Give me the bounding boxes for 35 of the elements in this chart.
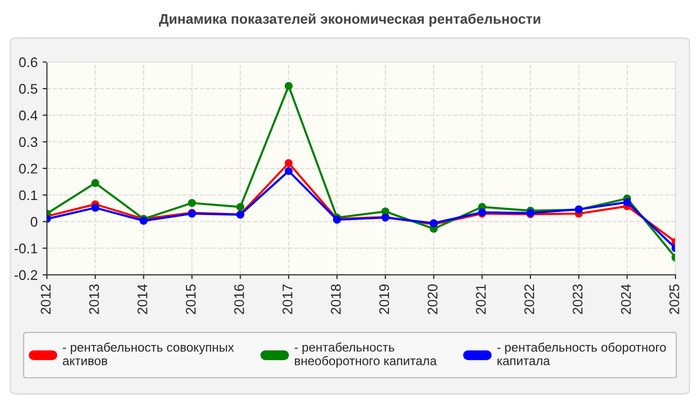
y-tick-label: 0.3	[19, 137, 38, 147]
x-tick-label: 2023	[572, 284, 583, 314]
point	[284, 159, 293, 168]
point	[91, 179, 100, 188]
x-tick-label: 2021	[476, 284, 486, 314]
x-tick-label: 2014	[138, 284, 148, 314]
y-tick-label: 0.6	[19, 57, 38, 68]
y-tick-label: -0.1	[14, 244, 38, 254]
x-tick-label: 2012	[40, 284, 51, 314]
y-tick-label: 0.5	[19, 84, 38, 94]
y-tick-label: -0.2	[14, 270, 38, 280]
point	[623, 198, 632, 206]
point	[188, 198, 196, 207]
x-tick-label: 2019	[379, 284, 390, 314]
x-tick-label: 2020	[428, 284, 438, 314]
x-tick-label: 2013	[89, 284, 99, 314]
y-tick-label: 0.2	[19, 164, 38, 174]
y-tick-label: 0.1	[19, 190, 38, 200]
point	[91, 204, 100, 212]
legend-label: - рентабельность совокупных активов	[62, 342, 234, 366]
x-tick-label: 2024	[621, 284, 631, 314]
point	[236, 202, 244, 211]
y-tick-label: 0	[30, 216, 38, 227]
point	[284, 167, 293, 176]
legend-label: - рентабельность внеоборотного капитала	[294, 342, 437, 368]
x-tick-label: 2025	[669, 284, 680, 314]
x-tick-label: 2022	[524, 284, 534, 314]
x-tick-label: 2016	[234, 284, 244, 314]
x-tick-label: 2018	[330, 284, 341, 314]
x-tick-label: 2015	[186, 284, 196, 314]
legend-label: - рентабельность оборотного капитала	[497, 342, 666, 366]
x-tick-label: 2017	[282, 284, 292, 314]
chart-title: Динамика показателей экономическая рентабельности	[159, 13, 540, 27]
y-tick-label: 0.4	[19, 110, 38, 120]
point	[284, 82, 293, 90]
